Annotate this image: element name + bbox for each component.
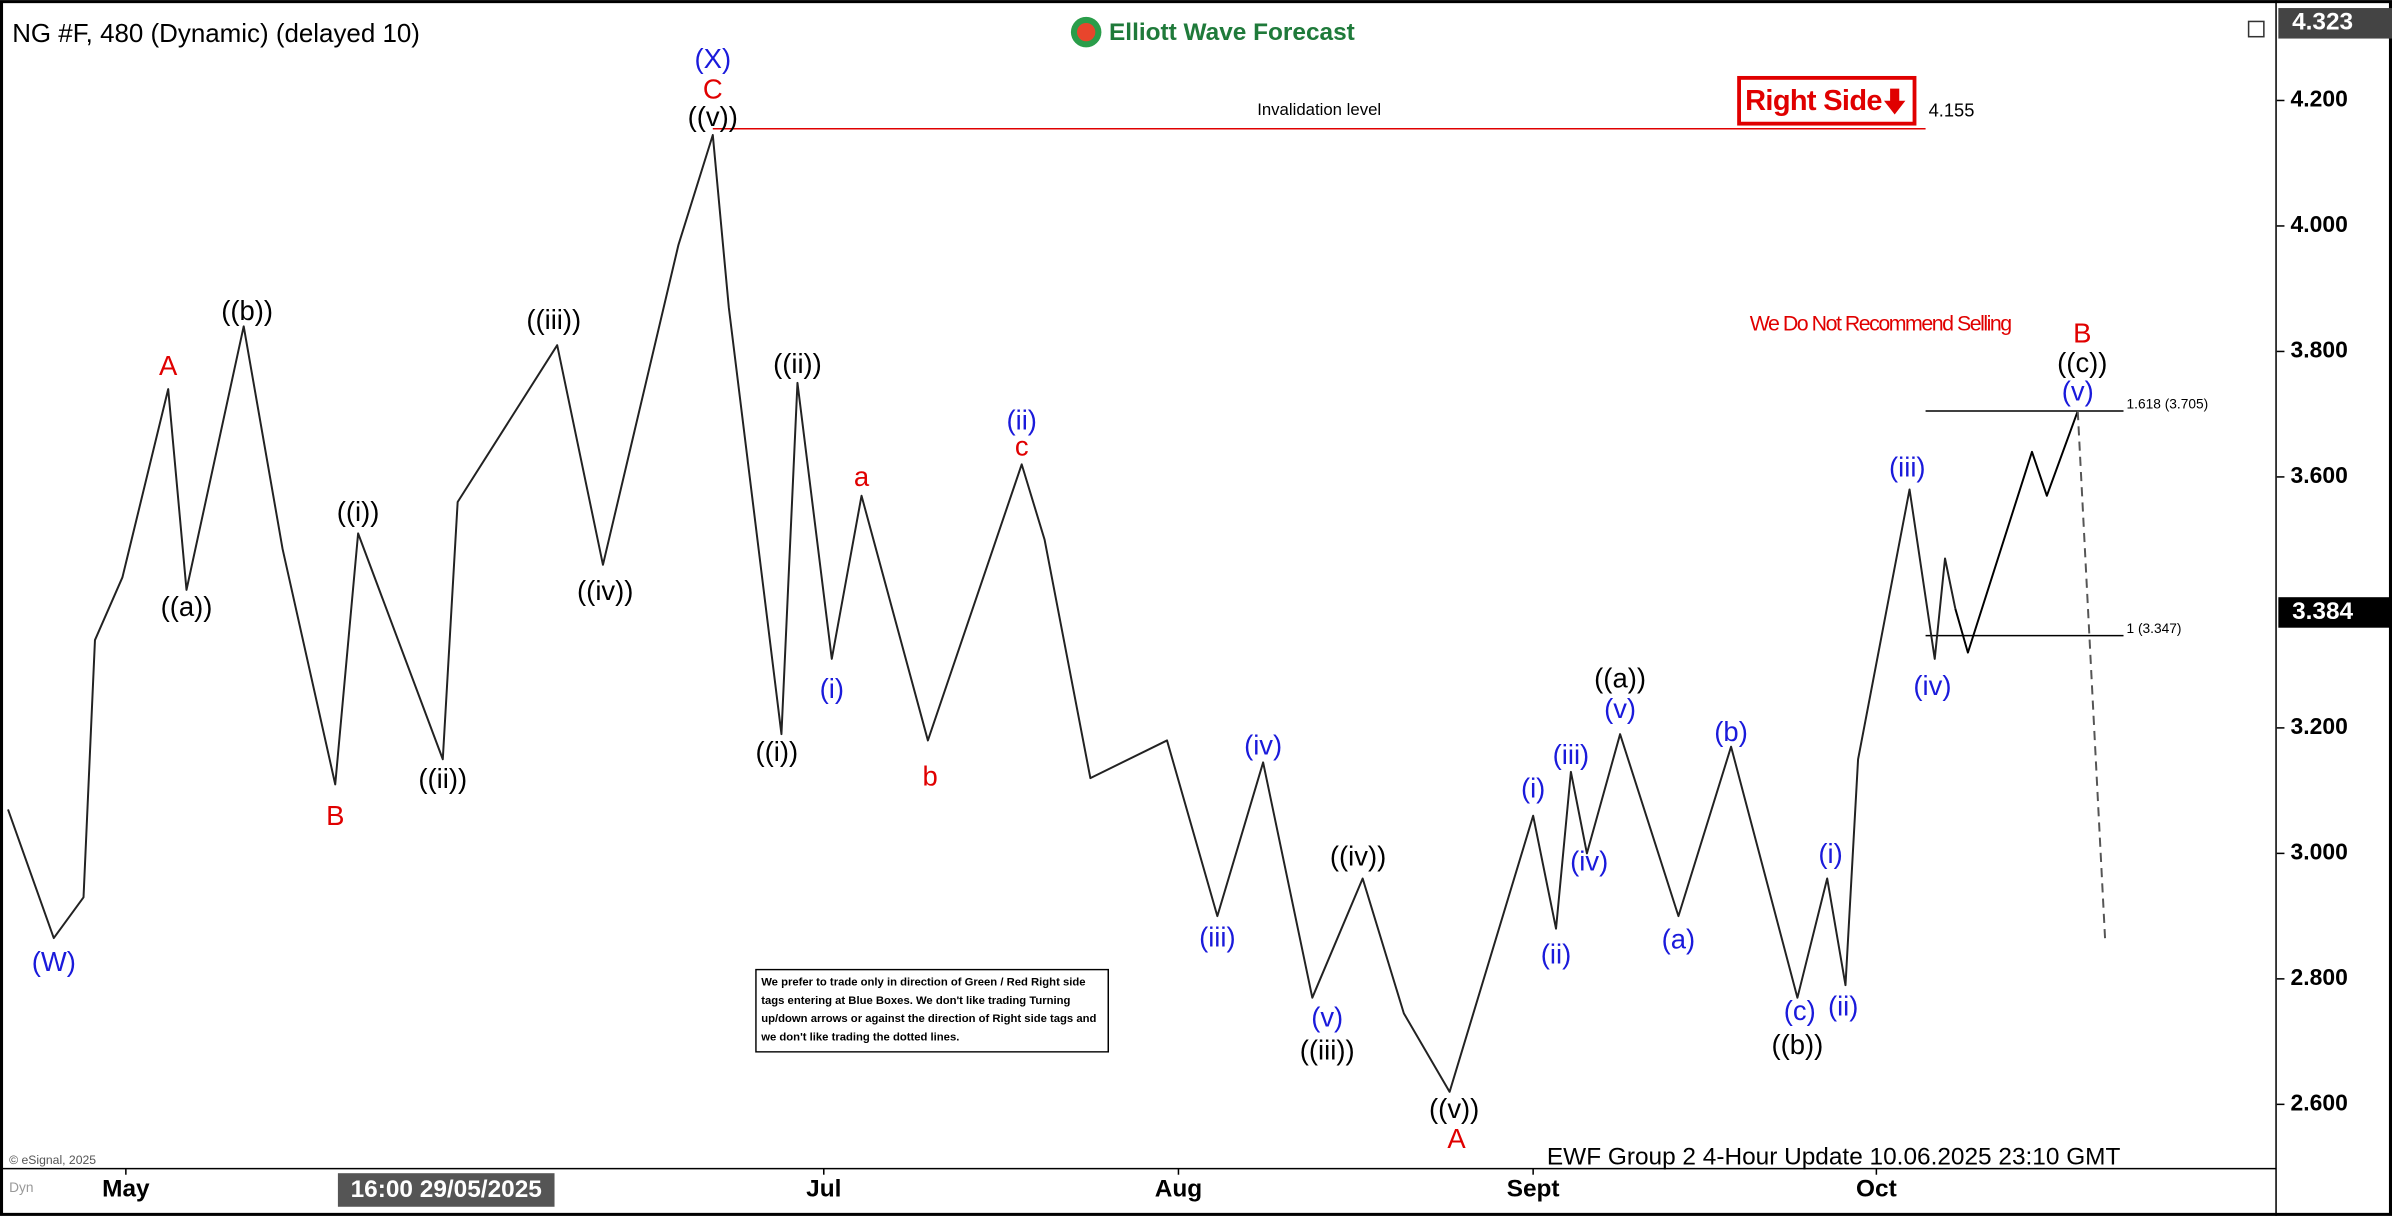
y-tick-label: 4.200 xyxy=(2291,86,2348,112)
logo: Elliott Wave Forecast xyxy=(1070,16,1355,48)
last-price-tag xyxy=(2278,597,2392,628)
level-label: 4.155 xyxy=(1929,100,1975,121)
side-tag-arrow xyxy=(1884,88,1906,115)
y-tick-label: 3.800 xyxy=(2291,336,2348,362)
wave-label: ((b)) xyxy=(1772,1029,1824,1060)
footer: EWF Group 2 4-Hour Update 10.06.2025 23:… xyxy=(1547,1143,2121,1170)
wave-label: ((i)) xyxy=(756,736,799,767)
wave-label: ((iv)) xyxy=(1330,841,1386,872)
wave-label: B xyxy=(2073,317,2091,348)
level-label: 1 (3.347) xyxy=(2127,621,2182,636)
side-tag: Right Side xyxy=(1737,75,1917,126)
chart-title: NG #F, 480 (Dynamic) (delayed 10) xyxy=(12,20,420,48)
top-price-label: 4.323 xyxy=(2292,9,2353,36)
y-tick-label: 4.000 xyxy=(2291,211,2348,237)
crosshair-tag: 16:00 29/05/2025 xyxy=(337,1173,555,1207)
wave-label: (i) xyxy=(1818,838,1842,869)
wave-label: ((iii)) xyxy=(1300,1035,1355,1066)
logo-icon-inner xyxy=(1077,22,1096,42)
wave-label: c xyxy=(1015,430,1029,461)
wave-label: (ii) xyxy=(1541,939,1571,970)
wave-label: ((iv)) xyxy=(577,575,633,606)
wave-label: (a) xyxy=(1662,923,1696,954)
wave-label: (iv) xyxy=(1570,846,1608,877)
wave-label: (v) xyxy=(2062,376,2094,407)
wave-label: A xyxy=(1447,1123,1466,1154)
wave-label: ((a)) xyxy=(1594,662,1646,693)
wave-label: ((v)) xyxy=(688,101,738,132)
wave-label: (ii) xyxy=(1828,991,1858,1022)
wave-label: (iii) xyxy=(1553,739,1590,770)
wave-label: a xyxy=(854,461,870,492)
x-tick-label: Jul xyxy=(806,1175,841,1202)
wave-label: (v) xyxy=(1311,1001,1343,1032)
crosshair-box xyxy=(337,1173,555,1207)
x-tick-label: Sept xyxy=(1507,1175,1560,1202)
wave-label: (iii) xyxy=(1889,452,1926,483)
wave-label: ((ii)) xyxy=(418,763,467,794)
y-tick-label: 2.800 xyxy=(2291,964,2348,990)
crosshair-label: 16:00 29/05/2025 xyxy=(351,1176,542,1203)
x-tick-label: May xyxy=(102,1175,150,1202)
wave-label: (X) xyxy=(695,43,732,74)
level-text: Invalidation level xyxy=(1257,100,1381,119)
wave-label: (b) xyxy=(1714,716,1748,747)
wave-label: (c) xyxy=(1784,995,1816,1026)
level-label: 1.618 (3.705) xyxy=(2127,397,2209,412)
y-tick-label: 3.200 xyxy=(2291,713,2348,739)
wave-label: C xyxy=(703,73,723,104)
note-box: We prefer to trade only in direction of … xyxy=(755,968,1110,1053)
wave-label: A xyxy=(159,350,178,381)
copyright: © eSignal, 2025 xyxy=(9,1153,96,1167)
logo-text: Elliott Wave Forecast xyxy=(1109,19,1355,46)
y-tick-label: 3.000 xyxy=(2291,838,2348,864)
wave-label: (iv) xyxy=(1913,670,1951,701)
window-icon xyxy=(2247,20,2265,38)
wave-label: ((ii)) xyxy=(773,348,822,379)
wave-label: ((i)) xyxy=(337,496,380,527)
wave-label: ((c)) xyxy=(2057,347,2107,378)
wave-label: b xyxy=(923,760,938,791)
wave-label: ((v)) xyxy=(1429,1093,1479,1124)
note-text: We prefer to trade only in direction of … xyxy=(755,968,1110,1053)
price-line xyxy=(7,133,1957,1093)
projection-line xyxy=(1954,410,2079,654)
wave-label: (W) xyxy=(32,946,76,977)
wave-label: B xyxy=(326,800,344,831)
y-tick-label: 2.600 xyxy=(2291,1089,2348,1115)
wave-label: (v) xyxy=(1604,693,1636,724)
wave-label: (i) xyxy=(1521,772,1545,803)
wave-label: (ii) xyxy=(1006,405,1036,436)
projection-dashed xyxy=(2076,411,2107,942)
side-tag-text: Right Side xyxy=(1745,85,1882,117)
wave-label: (iv) xyxy=(1244,730,1282,761)
x-tick-label: Aug xyxy=(1155,1175,1202,1202)
corner-label: Dyn xyxy=(9,1180,33,1195)
wave-label: ((iii)) xyxy=(526,304,581,335)
wave-label: (i) xyxy=(820,673,844,704)
wave-label: ((b)) xyxy=(221,295,273,326)
top-price-tag xyxy=(2278,8,2392,39)
warning-text: We Do Not Recommend Selling xyxy=(1750,312,2012,336)
wave-label: (iii) xyxy=(1199,922,1236,953)
last-price-label: 3.384 xyxy=(2292,598,2353,625)
wave-label: ((a)) xyxy=(161,591,213,622)
y-tick-label: 3.600 xyxy=(2291,462,2348,488)
x-tick-label: Oct xyxy=(1856,1175,1897,1202)
